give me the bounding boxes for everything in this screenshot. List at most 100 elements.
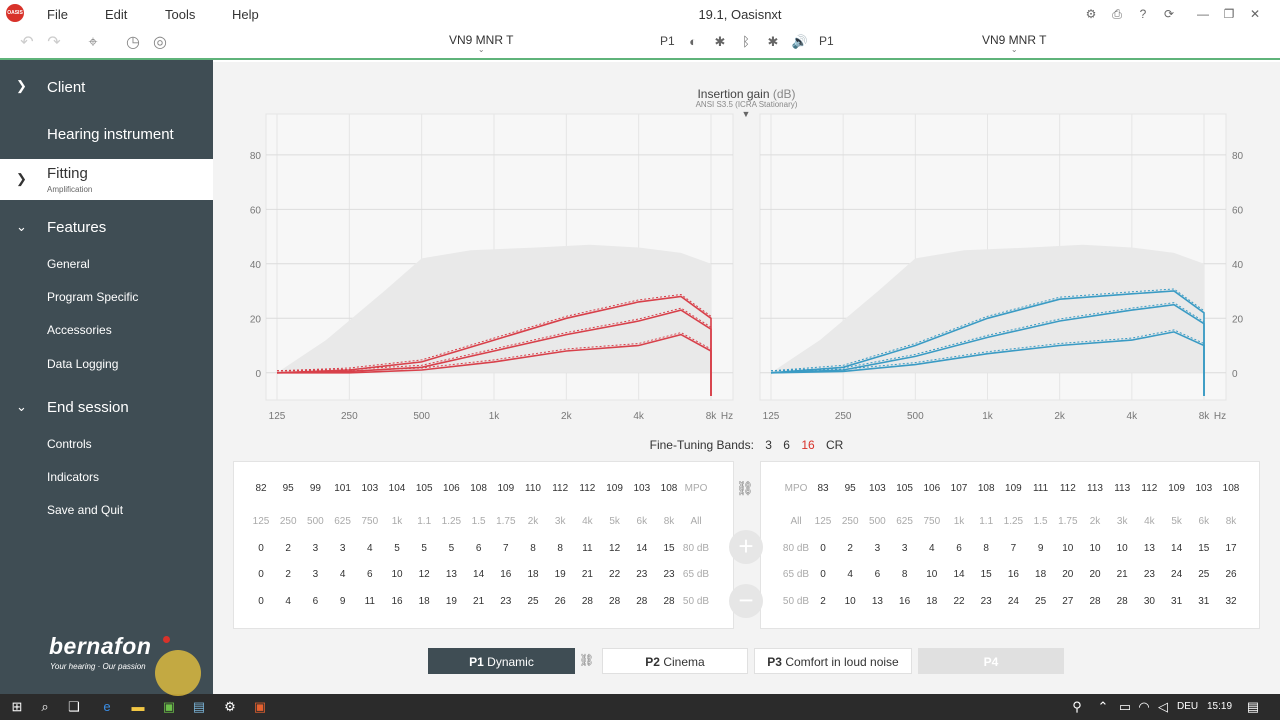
search-icon[interactable]: ⌕ <box>41 699 49 714</box>
table-cell[interactable]: 3 <box>339 543 346 554</box>
table-cell[interactable]: 18 <box>1035 569 1047 580</box>
table-cell[interactable]: 3 <box>312 543 319 554</box>
table-cell[interactable]: 10 <box>844 596 856 607</box>
table-cell[interactable]: 25 <box>1035 596 1047 607</box>
sidebar-section-end-session[interactable]: ⌄ End session <box>0 390 213 426</box>
band-option-6[interactable]: 6 <box>783 438 790 452</box>
left-device-selector[interactable]: VN9 MNR T ⌄ <box>449 33 513 54</box>
table-cell[interactable]: 0 <box>258 596 264 607</box>
table-cell[interactable]: 22 <box>609 569 621 580</box>
table-cell[interactable]: 5 <box>421 543 427 554</box>
table-cell[interactable]: 23 <box>980 596 992 607</box>
table-cell[interactable]: 4 <box>367 543 373 554</box>
table-cell[interactable]: 23 <box>663 569 675 580</box>
table-cell[interactable]: 16 <box>1007 569 1019 580</box>
table-cell[interactable]: 12 <box>609 543 621 554</box>
table-cell[interactable]: 2 <box>285 569 291 580</box>
table-cell[interactable]: 3 <box>874 543 881 554</box>
table-cell[interactable]: 4 <box>285 596 291 607</box>
table-cell[interactable]: 10 <box>1116 543 1128 554</box>
table-cell[interactable]: 8 <box>530 543 536 554</box>
table-cell[interactable]: 6 <box>874 569 881 580</box>
camtasia-icon[interactable]: ▣ <box>162 699 176 714</box>
oasis-app-icon[interactable]: ▤ <box>192 699 206 714</box>
program-tab-p1[interactable]: P1 Dynamic <box>428 648 575 674</box>
table-cell[interactable]: 8 <box>901 569 908 580</box>
table-cell[interactable]: 4 <box>847 569 853 580</box>
table-cell[interactable]: 14 <box>1171 543 1183 554</box>
table-cell[interactable]: 8 <box>557 543 563 554</box>
table-cell[interactable]: 16 <box>899 596 911 607</box>
table-cell[interactable]: 11 <box>582 543 593 554</box>
table-cell[interactable]: 10 <box>391 569 403 580</box>
sidebar-item-hearing-instrument[interactable]: Hearing instrument <box>0 115 213 159</box>
recorder-icon[interactable]: ▣ <box>253 699 267 714</box>
program-tab-p3[interactable]: P3 Comfort in loud noise <box>754 648 912 674</box>
band-option-cr[interactable]: CR <box>826 438 844 452</box>
sidebar-item-controls[interactable]: Controls <box>47 437 92 451</box>
restore-icon[interactable]: ❐ <box>1223 7 1235 21</box>
right-device-selector[interactable]: VN9 MNR T ⌄ <box>982 33 1046 54</box>
program-link-icon[interactable]: ⛓ <box>579 653 595 667</box>
undo-icon[interactable]: ↶ <box>20 34 34 51</box>
notifications-icon[interactable]: ▤ <box>1246 699 1260 714</box>
table-cell[interactable]: 32 <box>1225 596 1237 607</box>
mute-paw-icon[interactable]: ✱ <box>714 34 726 49</box>
sidebar-item-client[interactable]: ❯ Client <box>0 60 213 115</box>
sidebar-item-save-and-quit[interactable]: Save and Quit <box>47 503 124 517</box>
table-cell[interactable]: 28 <box>581 596 593 607</box>
table-cell[interactable]: 0 <box>258 569 264 580</box>
table-cell[interactable]: 2 <box>285 543 291 554</box>
table-cell[interactable]: 21 <box>473 596 485 607</box>
table-cell[interactable]: 0 <box>820 569 826 580</box>
clock[interactable]: 15:19 <box>1207 701 1233 712</box>
table-cell[interactable]: 3 <box>901 543 908 554</box>
table-cell[interactable]: 26 <box>554 596 566 607</box>
sidebar-item-fitting[interactable]: ❯ Fitting Amplification <box>0 159 213 200</box>
table-cell[interactable]: 30 <box>1143 596 1155 607</box>
table-cell[interactable]: 20 <box>1089 569 1101 580</box>
wifi-icon[interactable]: ◠ <box>1138 699 1150 714</box>
target-icon[interactable]: ◎ <box>153 34 167 51</box>
table-cell[interactable]: 18 <box>527 569 539 580</box>
file-explorer-icon[interactable]: ▬ <box>131 699 145 714</box>
sidebar-section-features[interactable]: ⌄ Features <box>0 210 213 246</box>
table-cell[interactable]: 23 <box>500 596 512 607</box>
speaker-left-icon[interactable]: ◐ <box>689 34 697 49</box>
windows-start-icon[interactable]: ⊞ <box>11 699 23 714</box>
table-cell[interactable]: 2 <box>847 543 853 554</box>
table-cell[interactable]: 23 <box>1143 569 1155 580</box>
decrease-gain-button[interactable]: − <box>729 584 763 618</box>
settings-icon[interactable]: ⚙ <box>224 699 236 714</box>
table-cell[interactable]: 13 <box>871 596 883 607</box>
table-cell[interactable]: 14 <box>953 569 965 580</box>
table-cell[interactable]: 5 <box>394 543 400 554</box>
close-icon[interactable]: ✕ <box>1249 7 1261 21</box>
table-cell[interactable]: 5 <box>448 543 455 554</box>
table-cell[interactable]: 4 <box>339 569 346 580</box>
table-cell[interactable]: 10 <box>926 569 938 580</box>
table-cell[interactable]: 14 <box>473 569 485 580</box>
refresh-icon[interactable]: ⟳ <box>1163 7 1175 21</box>
table-cell[interactable]: 2 <box>820 596 826 607</box>
table-cell[interactable]: 13 <box>1143 543 1155 554</box>
sidebar-item-program-specific[interactable]: Program Specific <box>47 290 139 304</box>
sidebar-item-indicators[interactable]: Indicators <box>47 470 100 484</box>
table-cell[interactable]: 15 <box>980 569 992 580</box>
link-icon[interactable]: ⛓ <box>736 480 754 496</box>
table-cell[interactable]: 8 <box>983 543 989 554</box>
table-cell[interactable]: 18 <box>926 596 938 607</box>
table-cell[interactable]: 19 <box>554 569 566 580</box>
table-cell[interactable]: 12 <box>418 569 430 580</box>
menu-help[interactable]: Help <box>232 7 259 22</box>
menu-edit[interactable]: Edit <box>105 7 128 22</box>
table-cell[interactable]: 3 <box>312 569 319 580</box>
table-cell[interactable]: 21 <box>1116 569 1128 580</box>
settings-gear-icon[interactable]: ⚙ <box>1085 7 1097 21</box>
menu-file[interactable]: File <box>47 7 68 22</box>
volume-icon[interactable]: 🔊 <box>791 34 809 49</box>
sidebar-item-data-logging[interactable]: Data Logging <box>47 357 119 371</box>
table-cell[interactable]: 15 <box>663 543 675 554</box>
edge-icon[interactable]: e <box>103 699 111 714</box>
people-icon[interactable]: ⚲ <box>1072 699 1082 714</box>
